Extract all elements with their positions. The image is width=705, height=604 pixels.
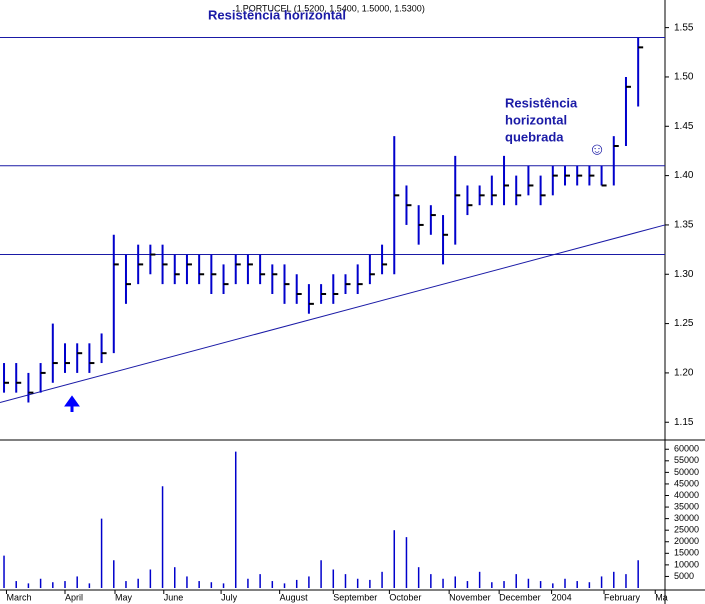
y-tick-label: 1.40 — [674, 170, 694, 181]
y2-tick-label: 15000 — [674, 548, 699, 558]
chart-subtitle: 1.PORTUCEL (1.5200, 1.5400, 1.5000, 1.53… — [235, 3, 425, 13]
x-tick-label: November — [449, 592, 491, 602]
x-tick-label: March — [6, 592, 31, 602]
y2-tick-label: 50000 — [674, 467, 699, 477]
y-tick-label: 1.25 — [674, 318, 694, 329]
smiley: ☺ — [588, 139, 605, 158]
x-tick-label: August — [280, 592, 309, 602]
x-tick-label: July — [221, 592, 238, 602]
trend-line — [0, 224, 666, 403]
y2-tick-label: 35000 — [674, 501, 699, 511]
x-tick-label: September — [333, 592, 377, 602]
y-tick-label: 1.45 — [674, 121, 694, 132]
y2-tick-label: 25000 — [674, 525, 699, 535]
y-tick-label: 1.50 — [674, 72, 694, 83]
annotation: horizontal — [505, 112, 567, 127]
x-tick-label: December — [499, 592, 541, 602]
x-tick-label: 2004 — [552, 592, 572, 602]
y2-tick-label: 40000 — [674, 490, 699, 500]
x-tick-label: Ma — [655, 592, 668, 602]
chart-title: Resistência horizontal — [208, 7, 346, 22]
x-tick-label: October — [389, 592, 421, 602]
y2-tick-label: 55000 — [674, 455, 699, 465]
y-tick-label: 1.30 — [674, 269, 694, 280]
y-tick-label: 1.20 — [674, 368, 694, 379]
y2-tick-label: 45000 — [674, 478, 699, 488]
x-tick-label: May — [115, 592, 133, 602]
y2-tick-label: 60000 — [674, 444, 699, 454]
y2-tick-label: 30000 — [674, 513, 699, 523]
x-tick-label: April — [65, 592, 83, 602]
y2-tick-label: 5000 — [674, 571, 694, 581]
x-tick-label: June — [164, 592, 184, 602]
annotation: Resistência — [505, 95, 578, 110]
y-tick-label: 1.15 — [674, 417, 694, 428]
arrow — [64, 395, 80, 412]
annotation: quebrada — [505, 129, 564, 144]
x-tick-label: February — [604, 592, 641, 602]
y2-tick-label: 10000 — [674, 559, 699, 569]
y2-tick-label: 20000 — [674, 536, 699, 546]
y-tick-label: 1.35 — [674, 220, 694, 231]
y-tick-label: 1.55 — [674, 22, 694, 33]
